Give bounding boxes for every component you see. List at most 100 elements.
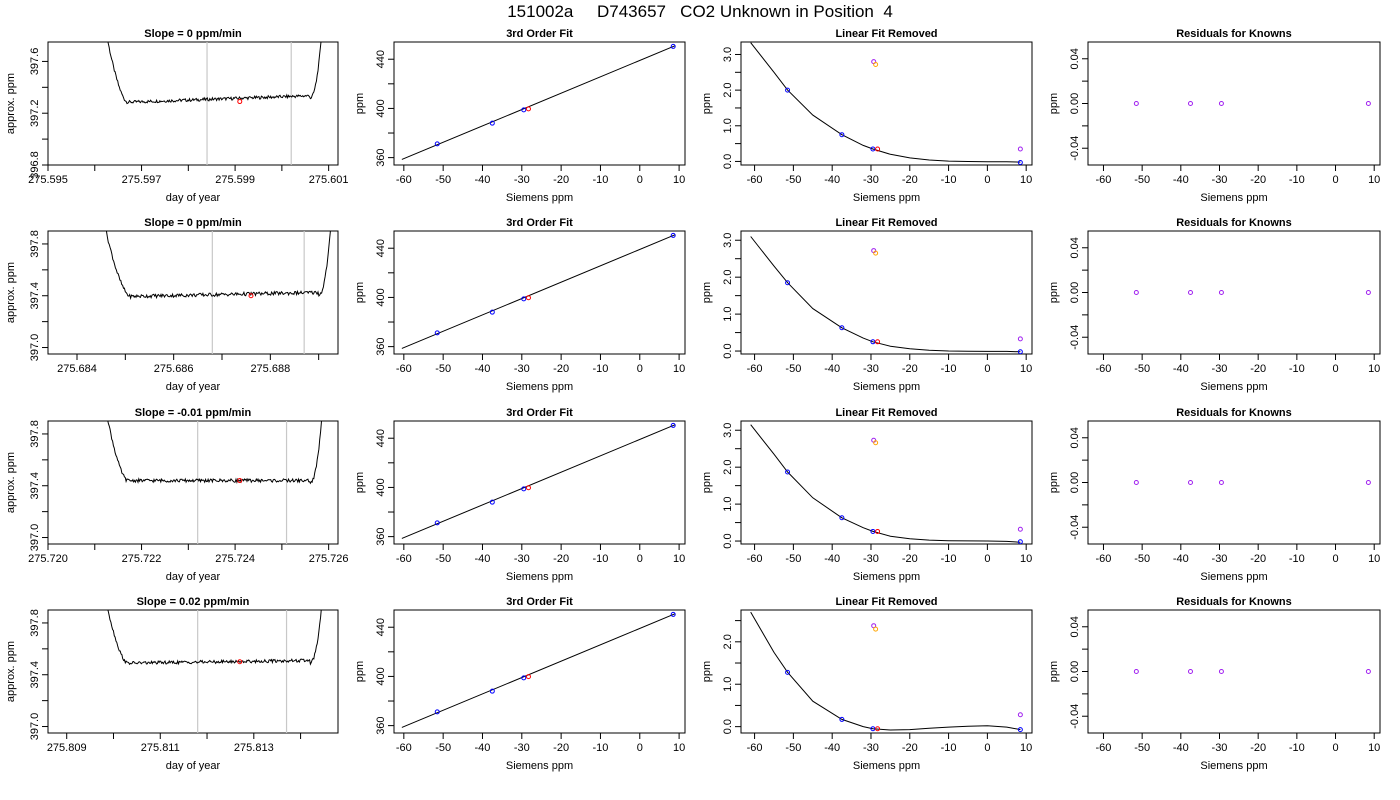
x-tick-label: 0 (984, 553, 990, 565)
time-series-trace (107, 421, 323, 485)
x-tick-label: -60 (1096, 174, 1112, 186)
data-point (1187, 290, 1193, 295)
data-point (670, 232, 676, 238)
y-tick-label: 0.04 (1069, 616, 1081, 637)
x-tick-label: -50 (785, 553, 801, 565)
data-point (839, 515, 845, 521)
y-tick-label: 0.00 (1069, 472, 1081, 493)
plot-area (750, 236, 1023, 354)
y-tick-label: 0.0 (722, 533, 734, 548)
y-tick-label: 1.0 (722, 496, 734, 511)
x-tick-label: -30 (863, 553, 879, 565)
x-tick-label: 10 (1020, 174, 1032, 186)
y-tick-label: 2.0 (722, 270, 734, 285)
x-tick-label: -10 (592, 174, 608, 186)
x-axis-label: Siemens ppm (506, 760, 573, 772)
plot-area (750, 611, 1023, 733)
x-axis-label: Siemens ppm (1200, 571, 1267, 583)
x-tick-label: -60 (747, 553, 763, 565)
x-tick-label: -50 (1134, 174, 1150, 186)
data-point (839, 132, 845, 138)
plot-frame (1087, 609, 1381, 734)
panel-r4-c1: Slope = 0.02 ppm/min 275.809 275.811 275.81… (5, 596, 339, 772)
panel-title: 3rd Order Fit (506, 28, 573, 40)
data-point (870, 146, 876, 152)
data-point (1133, 669, 1139, 674)
data-point (525, 674, 531, 680)
data-point (1133, 290, 1139, 295)
data-point (434, 141, 440, 147)
fit-line (401, 234, 676, 349)
data-point (670, 422, 676, 428)
x-tick-label: -40 (475, 174, 491, 186)
x-tick-label: -40 (475, 363, 491, 375)
data-point (1365, 669, 1371, 674)
panel-title: Slope = 0.02 ppm/min (137, 596, 250, 608)
panel-title: Linear Fit Removed (835, 28, 937, 40)
y-tick-label: 397.2 (29, 99, 41, 127)
x-tick-label: -20 (902, 174, 918, 186)
x-tick-label: -60 (396, 363, 412, 375)
plot-frame (47, 609, 339, 734)
y-tick-label: 360 (375, 716, 387, 734)
y-tick-label: 400 (375, 288, 387, 306)
data-point (873, 626, 879, 632)
y-tick-label: -0.04 (1069, 325, 1081, 350)
x-tick-label: 0 (637, 553, 643, 565)
x-tick-label: 10 (673, 742, 685, 754)
x-tick-label: -20 (1250, 742, 1266, 754)
data-point (1365, 290, 1371, 295)
x-tick-label: -10 (941, 553, 957, 565)
x-tick-label: -40 (824, 174, 840, 186)
plot-area (401, 611, 676, 728)
y-axis-label: ppm (1048, 282, 1060, 303)
panel-title: Residuals for Knowns (1176, 596, 1292, 608)
data-point (1017, 349, 1023, 354)
x-tick-label: 0 (984, 174, 990, 186)
panel-r1-c4: Residuals for Knowns -60 -50 -40 -30 -20 -10 0 1… (1048, 28, 1381, 204)
x-tick-label: 275.597 (122, 174, 162, 186)
x-tick-label: -10 (941, 174, 957, 186)
x-tick-label: -50 (435, 174, 451, 186)
data-point (1017, 539, 1023, 544)
x-tick-label: -50 (435, 553, 451, 565)
panel-r1-c3: Linear Fit Removed -60 -50 -40 -30 -20 -10 0 10 0… (701, 28, 1033, 204)
plot-frame (1087, 420, 1381, 545)
x-tick-label: 275.601 (309, 174, 349, 186)
unknown-sample-marker (237, 659, 243, 665)
plot-frame (393, 420, 686, 545)
plot-frame (393, 609, 686, 734)
x-tick-label: -20 (553, 553, 569, 565)
plot-frame (740, 420, 1033, 545)
y-tick-label: 1.0 (722, 306, 734, 321)
panel-r2-c4: Residuals for Knowns -60 -50 -40 -30 -20 -10 0 1… (1048, 217, 1381, 393)
x-tick-label: -10 (592, 742, 608, 754)
x-axis-label: day of year (166, 760, 221, 772)
panel-title: Slope = 0 ppm/min (144, 28, 242, 40)
data-point (875, 726, 881, 732)
fit-curve (750, 236, 1021, 353)
x-tick-label: -30 (863, 363, 879, 375)
y-tick-label: 397.4 (29, 472, 41, 500)
panel-title: 3rd Order Fit (506, 217, 573, 229)
y-tick-label: 397.8 (29, 230, 41, 258)
panel-r3-c2: 3rd Order Fit -60 -50 -40 -30 -20 -10 0 10 360 400… (354, 407, 686, 583)
y-tick-label: 440 (375, 618, 387, 636)
y-axis-label: approx. ppm (5, 73, 17, 134)
x-tick-label: 10 (673, 363, 685, 375)
y-tick-label: 440 (375, 239, 387, 257)
x-tick-label: 275.595 (28, 174, 68, 186)
y-tick-label: 360 (375, 337, 387, 355)
panel-title: Linear Fit Removed (835, 407, 937, 419)
y-axis-label: ppm (701, 472, 713, 493)
data-point (1133, 101, 1139, 106)
y-tick-label: 2.0 (722, 460, 734, 475)
x-tick-label: 10 (673, 553, 685, 565)
y-tick-label: 397.4 (29, 661, 41, 689)
x-tick-label: 10 (1368, 174, 1380, 186)
data-point (434, 520, 440, 526)
time-series-trace (107, 610, 322, 666)
x-tick-label: -20 (1250, 174, 1266, 186)
plot-frame (740, 41, 1033, 166)
